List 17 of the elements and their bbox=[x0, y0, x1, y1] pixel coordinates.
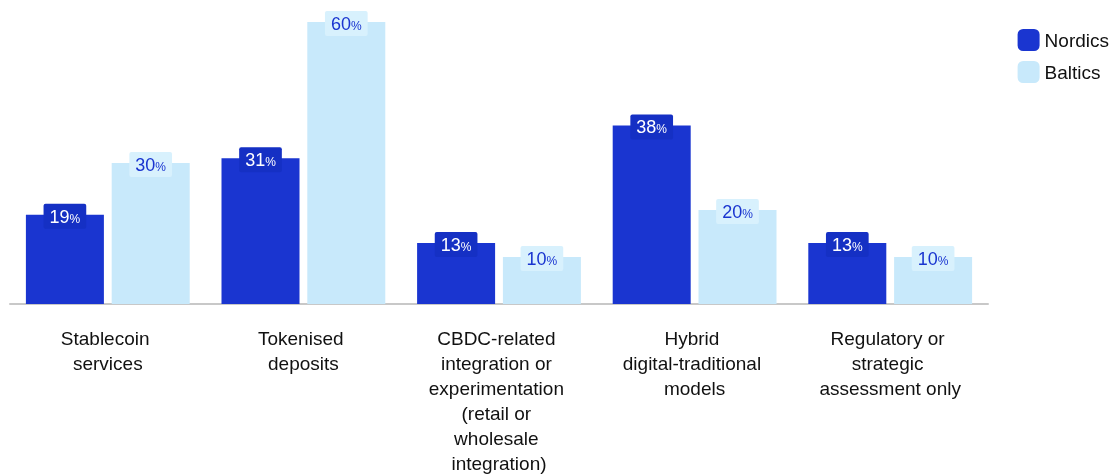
data-label: 30% bbox=[135, 155, 167, 175]
data-label: 10% bbox=[526, 249, 558, 269]
data-label: 13% bbox=[831, 234, 863, 255]
legend-label: Baltics bbox=[1044, 61, 1101, 83]
x-tick-label: Tokenised deposits bbox=[257, 328, 349, 374]
legend-label: Nordics bbox=[1044, 29, 1109, 51]
data-label: 60% bbox=[330, 14, 362, 34]
data-label: 10% bbox=[917, 249, 949, 269]
x-tick-label: Hybrid digital-traditional models bbox=[622, 328, 767, 399]
data-label: 31% bbox=[245, 150, 277, 171]
x-tick-label: Regulatory or strategic assessment only bbox=[819, 328, 962, 399]
data-label: 38% bbox=[636, 117, 668, 138]
x-tick-label: CBDC-related integration or experimentation (retail or wholesale integration) bbox=[428, 328, 570, 474]
data-label: 13% bbox=[440, 234, 472, 255]
data-label: 19% bbox=[49, 206, 81, 227]
data-label: 20% bbox=[722, 202, 754, 222]
x-tick-label: Stablecoin services bbox=[60, 328, 155, 374]
